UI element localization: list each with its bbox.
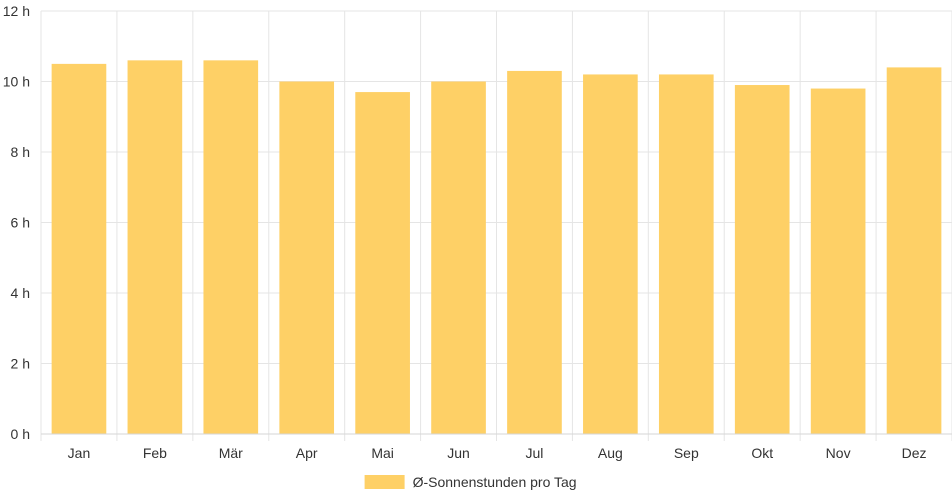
legend-label[interactable]: Ø-Sonnenstunden pro Tag: [413, 474, 577, 490]
x-tick-label: Sep: [674, 445, 699, 461]
bar[interactable]: [810, 88, 866, 435]
x-tick-label: Mär: [219, 445, 243, 461]
bar[interactable]: [51, 63, 107, 434]
y-tick-label: 6 h: [11, 215, 30, 231]
y-tick-label: 4 h: [11, 285, 30, 301]
y-tick-label: 0 h: [11, 426, 30, 442]
y-tick-label: 8 h: [11, 144, 30, 160]
bar[interactable]: [658, 74, 714, 434]
bars: [51, 60, 942, 435]
x-tick-label: Jan: [68, 445, 91, 461]
bar[interactable]: [734, 85, 790, 435]
x-tick-label: Apr: [296, 445, 318, 461]
bar[interactable]: [203, 60, 259, 434]
x-tick-label: Okt: [751, 445, 773, 461]
bar[interactable]: [127, 60, 183, 434]
y-tick-label: 12 h: [3, 3, 30, 19]
bar[interactable]: [583, 74, 638, 434]
bar[interactable]: [886, 67, 942, 435]
bar[interactable]: [279, 81, 335, 435]
x-tick-label: Dez: [902, 445, 927, 461]
x-tick-label: Feb: [143, 445, 167, 461]
y-tick-label: 10 h: [3, 74, 30, 90]
y-tick-label: 2 h: [11, 356, 30, 372]
legend[interactable]: Ø-Sonnenstunden pro Tag: [364, 474, 577, 490]
x-tick-label: Jul: [526, 445, 544, 461]
axes: 0 h 2 h 4 h 6 h 8 h 10 h 12 h Jan Feb Mär Apr Mai Ju…: [3, 3, 952, 461]
x-tick-label: Aug: [598, 445, 623, 461]
x-tick-label: Jun: [447, 445, 470, 461]
x-tick-label: Mai: [371, 445, 394, 461]
bar[interactable]: [507, 70, 562, 435]
legend-swatch: [364, 475, 405, 489]
bar[interactable]: [355, 92, 410, 434]
bar[interactable]: [431, 81, 486, 435]
x-tick-label: Nov: [826, 445, 851, 461]
grid-lines: [40, 10, 952, 441]
